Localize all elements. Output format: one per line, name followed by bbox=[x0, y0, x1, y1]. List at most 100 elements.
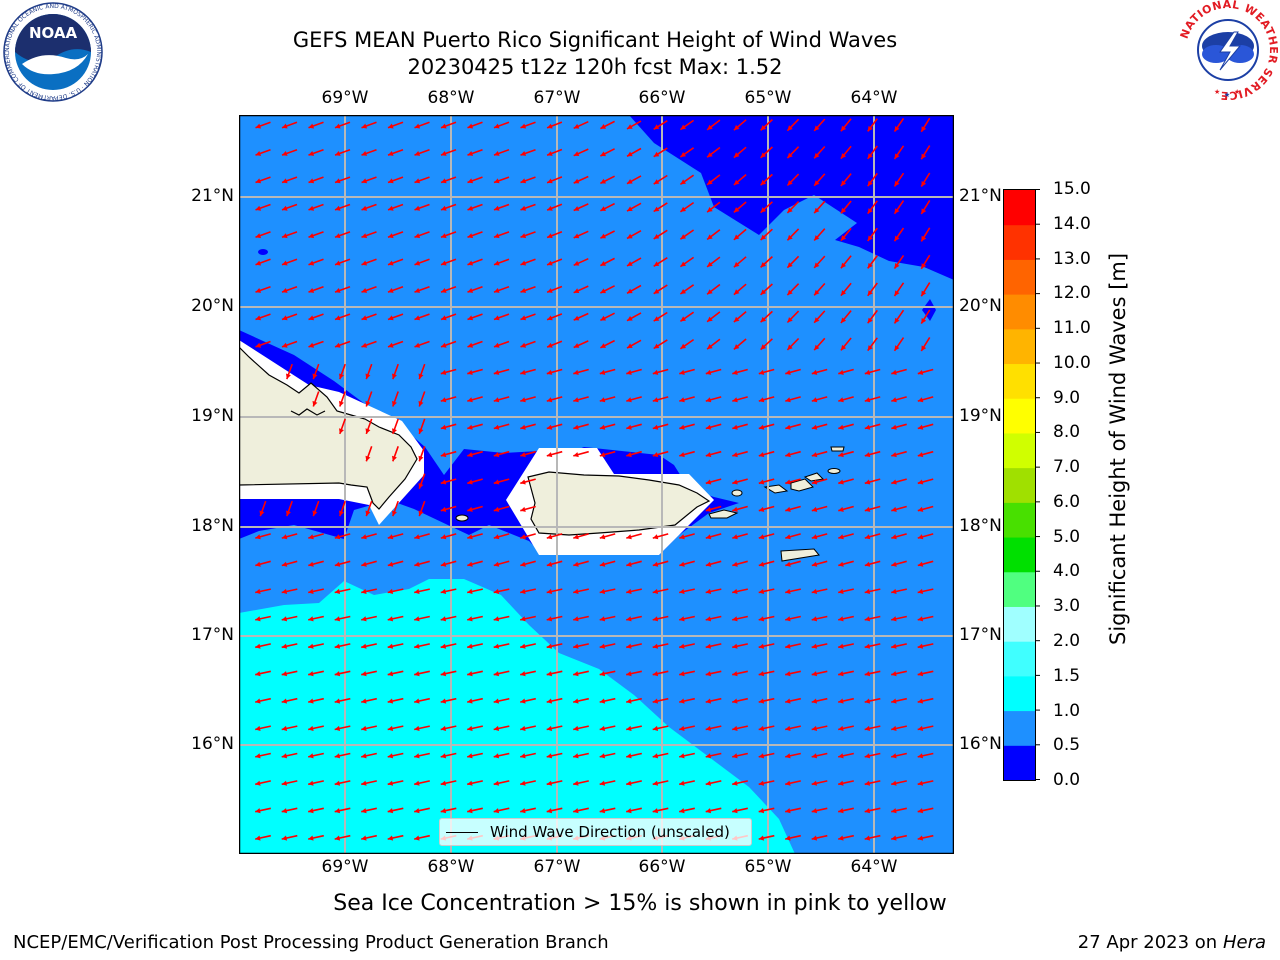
wind-wave-vector-head bbox=[680, 206, 686, 212]
wind-wave-vector-head bbox=[760, 316, 767, 323]
wind-wave-vector-head bbox=[707, 261, 713, 267]
wind-wave-vector-head bbox=[811, 534, 818, 540]
wind-wave-vector-head bbox=[758, 479, 765, 485]
wind-wave-vector-head bbox=[917, 588, 924, 594]
wind-wave-vector-head bbox=[494, 233, 500, 239]
wind-wave-vector-head bbox=[467, 561, 473, 567]
wind-wave-vector-head bbox=[626, 753, 632, 759]
wind-wave-vector-head bbox=[891, 397, 897, 403]
wind-wave-vector-head bbox=[493, 588, 500, 594]
land-coastline-detail bbox=[290, 408, 326, 416]
wind-wave-vector-head bbox=[387, 588, 394, 594]
wind-wave-vector-head bbox=[441, 260, 447, 266]
colorbar-swatch bbox=[1004, 190, 1035, 226]
wind-wave-vector-head bbox=[493, 397, 500, 403]
wind-wave-vector-head bbox=[811, 424, 818, 430]
wind-wave-vector-head bbox=[308, 561, 314, 567]
wind-wave-vector-head bbox=[733, 261, 740, 268]
wind-wave-vector-head bbox=[652, 671, 659, 677]
wind-wave-vector-head bbox=[838, 452, 844, 458]
wind-wave-vector-head bbox=[361, 123, 368, 129]
wind-wave-vector-head bbox=[573, 725, 579, 731]
wind-wave-vector-head bbox=[259, 510, 265, 517]
wind-wave-vector-head bbox=[494, 205, 500, 211]
wind-wave-vector-head bbox=[652, 369, 659, 375]
wind-wave-vector-head bbox=[652, 424, 659, 430]
wind-wave-vector-head bbox=[388, 123, 394, 129]
wind-wave-vector-head bbox=[758, 561, 765, 567]
wind-wave-vector-head bbox=[281, 753, 288, 759]
wind-wave-vector-head bbox=[414, 643, 420, 649]
wind-wave-vector-head bbox=[891, 369, 897, 375]
wind-wave-vector-head bbox=[653, 316, 660, 322]
wind-wave-vector-head bbox=[520, 315, 527, 321]
lat-label-right: 21°N bbox=[959, 186, 1002, 206]
wind-wave-vector-head bbox=[626, 643, 632, 649]
wind-wave-vector-head bbox=[679, 424, 685, 430]
wind-wave-vector-head bbox=[308, 205, 315, 211]
wind-wave-vector-head bbox=[334, 561, 341, 567]
wind-wave-vector-head bbox=[626, 452, 632, 458]
wind-wave-vector-head bbox=[733, 124, 740, 131]
wind-wave-vector-head bbox=[440, 506, 447, 512]
wind-wave-vector-head bbox=[361, 835, 367, 841]
wind-wave-vector-head bbox=[705, 561, 712, 567]
wind-wave-vector-head bbox=[787, 344, 793, 350]
wind-wave-vector-head bbox=[493, 616, 500, 622]
wind-wave-vector-head bbox=[547, 205, 553, 211]
wind-wave-vector-head bbox=[281, 808, 288, 814]
wind-wave-vector-head bbox=[599, 808, 606, 814]
wind-wave-vector-head bbox=[787, 317, 793, 323]
wind-wave-vector-head bbox=[840, 207, 847, 214]
wind-wave-vector-head bbox=[732, 588, 738, 594]
wind-wave-vector-head bbox=[787, 289, 793, 296]
wind-wave-vector-head bbox=[335, 342, 341, 348]
wind-wave-vector-head bbox=[467, 808, 473, 814]
wind-wave-vector-head bbox=[840, 290, 847, 296]
wind-wave-vector-head bbox=[255, 178, 262, 184]
wind-wave-vector-head bbox=[811, 506, 818, 512]
wind-wave-vector-head bbox=[758, 397, 765, 403]
wind-wave-vector-head bbox=[546, 780, 553, 786]
wind-wave-vector-head bbox=[308, 260, 315, 266]
wind-wave-vector-head bbox=[917, 534, 924, 540]
wind-wave-vector-head bbox=[388, 205, 394, 211]
wind-wave-vector-head bbox=[679, 616, 685, 622]
wind-wave-vector-head bbox=[493, 671, 500, 677]
wind-wave-vector-head bbox=[573, 206, 580, 211]
wind-wave-vector-head bbox=[334, 643, 341, 649]
wind-wave-vector-head bbox=[414, 315, 421, 321]
wind-wave-vector-head bbox=[732, 808, 738, 814]
wind-wave-vector-head bbox=[785, 671, 791, 677]
wind-wave-vector-head bbox=[361, 233, 368, 239]
wind-wave-vector-head bbox=[440, 369, 447, 375]
wind-wave-vector-head bbox=[705, 369, 712, 375]
wind-wave-vector-head bbox=[680, 234, 686, 240]
wind-wave-vector-head bbox=[785, 643, 791, 649]
wind-wave-vector-head bbox=[867, 235, 873, 241]
wind-wave-vector-head bbox=[864, 561, 871, 567]
colorbar-swatch bbox=[1004, 328, 1035, 365]
wind-wave-vector-head bbox=[334, 671, 341, 677]
wind-wave-vector-head bbox=[520, 260, 527, 266]
wind-wave-vector-head bbox=[917, 369, 924, 375]
noaa-logo-text: NOAA bbox=[29, 24, 78, 42]
wind-wave-vector-head bbox=[679, 725, 685, 731]
wind-wave-vector-head bbox=[392, 428, 397, 434]
wind-wave-vector-head bbox=[838, 369, 844, 375]
wind-wave-vector-head bbox=[520, 643, 526, 649]
wind-wave-vector-head bbox=[653, 343, 660, 349]
lat-label-left: 19°N bbox=[191, 406, 234, 426]
wind-wave-vector-head bbox=[440, 808, 447, 814]
wind-wave-vector-head bbox=[917, 616, 924, 622]
wind-wave-vector-head bbox=[733, 179, 740, 185]
wind-wave-vector-head bbox=[520, 616, 526, 622]
land-st-john bbox=[790, 478, 814, 492]
wind-wave-vector-head bbox=[388, 342, 394, 348]
wind-wave-vector-head bbox=[814, 344, 820, 351]
wind-wave-vector-head bbox=[440, 452, 447, 458]
wind-wave-vector-head bbox=[573, 233, 580, 239]
wind-wave-vector-head bbox=[467, 315, 474, 321]
wind-wave-vector-head bbox=[441, 315, 447, 321]
wind-wave-vector-head bbox=[547, 123, 553, 129]
